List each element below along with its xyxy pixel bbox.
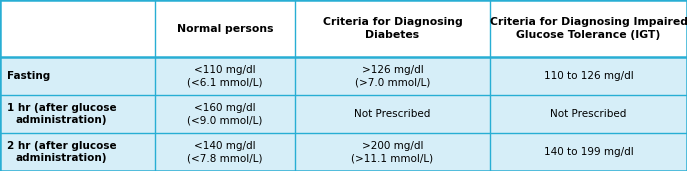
Text: Not Prescribed: Not Prescribed <box>354 109 431 119</box>
Bar <box>490 133 687 171</box>
Text: >200 mg/dl
(>11.1 mmol/L): >200 mg/dl (>11.1 mmol/L) <box>352 141 433 163</box>
Text: 110 to 126 mg/dl: 110 to 126 mg/dl <box>543 71 633 81</box>
Text: Fasting: Fasting <box>7 71 50 81</box>
Text: Normal persons: Normal persons <box>177 24 273 34</box>
Text: <110 mg/dl
(<6.1 mmol/L): <110 mg/dl (<6.1 mmol/L) <box>188 65 262 87</box>
Bar <box>295 57 490 95</box>
Text: <140 mg/dl
(<7.8 mmol/L): <140 mg/dl (<7.8 mmol/L) <box>188 141 262 163</box>
Bar <box>295 0 490 57</box>
Text: >126 mg/dl
(>7.0 mmol/L): >126 mg/dl (>7.0 mmol/L) <box>354 65 430 87</box>
Bar <box>0 57 155 95</box>
Bar <box>295 133 490 171</box>
Text: <160 mg/dl
(<9.0 mmol/L): <160 mg/dl (<9.0 mmol/L) <box>188 103 262 125</box>
Bar <box>295 95 490 133</box>
Text: Criteria for Diagnosing
Diabetes: Criteria for Diagnosing Diabetes <box>323 17 462 40</box>
Text: 1 hr (after glucose
administration): 1 hr (after glucose administration) <box>7 103 117 125</box>
Bar <box>155 57 295 95</box>
Text: Not Prescribed: Not Prescribed <box>550 109 627 119</box>
Bar <box>490 57 687 95</box>
Text: 2 hr (after glucose
administration): 2 hr (after glucose administration) <box>7 141 117 163</box>
Text: Criteria for Diagnosing Impaired
Glucose Tolerance (IGT): Criteria for Diagnosing Impaired Glucose… <box>490 17 687 40</box>
Text: 140 to 199 mg/dl: 140 to 199 mg/dl <box>543 147 633 157</box>
Bar <box>0 0 155 57</box>
Bar <box>0 95 155 133</box>
Bar <box>155 133 295 171</box>
Bar <box>490 0 687 57</box>
Bar <box>155 0 295 57</box>
Bar <box>0 133 155 171</box>
Bar <box>490 95 687 133</box>
Bar <box>155 95 295 133</box>
